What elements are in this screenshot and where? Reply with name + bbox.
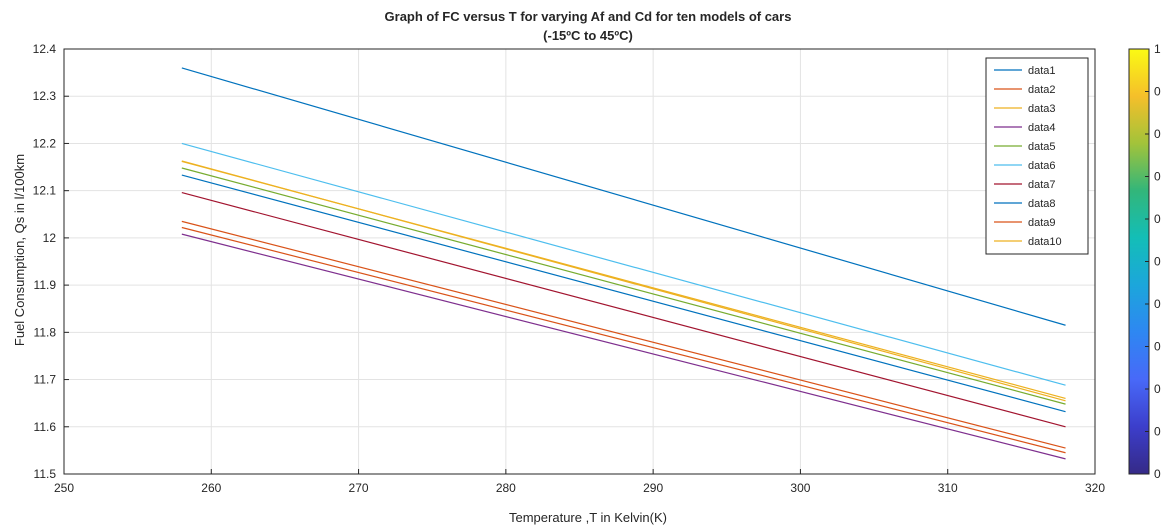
- x-tick-label: 300: [790, 481, 810, 495]
- y-tick-label: 12.1: [33, 184, 57, 198]
- y-axis-ticks: 11.5 11.6 11.7 11.8 11.9 12 12.1 12.2 12.3 12.4: [33, 42, 69, 481]
- colorbar-tick-label: 0: [1154, 297, 1161, 311]
- colorbar: 1 0 0 0 0 0 0 0 0 0 0: [1128, 42, 1161, 481]
- x-tick-label: 310: [938, 481, 958, 495]
- legend-label-data10: data10: [1028, 236, 1062, 248]
- colorbar-tick-label: 0: [1154, 85, 1161, 99]
- plot-area: [64, 49, 1095, 474]
- colorbar-tick-label: 1: [1154, 42, 1161, 56]
- colorbar-tick-label: 0: [1154, 127, 1161, 141]
- legend-label-data6: data6: [1028, 160, 1056, 172]
- legend-label-data8: data8: [1028, 198, 1056, 210]
- legend-label-data3: data3: [1028, 103, 1056, 115]
- colorbar-tick-label: 0: [1154, 340, 1161, 354]
- x-axis-label: Temperature ,T in Kelvin(K): [509, 510, 667, 525]
- y-tick-label: 12: [43, 231, 57, 245]
- colorbar-tick-label: 0: [1154, 170, 1161, 184]
- x-tick-label: 320: [1085, 481, 1105, 495]
- y-tick-label: 11.8: [34, 325, 57, 339]
- series-line-data6: [181, 142, 1066, 386]
- x-tick-label: 290: [643, 481, 663, 495]
- colorbar-tick-label: 0: [1154, 382, 1161, 396]
- y-tick-label: 12.2: [33, 136, 57, 150]
- y-tick-label: 12.4: [33, 42, 57, 56]
- legend: data1 data2 data3 data4 data5 data6 data7 data8…: [985, 57, 1089, 255]
- series-line-data7: [181, 191, 1066, 428]
- chart-subtitle: (-15ºC to 45ºC): [543, 28, 633, 43]
- legend-label-data5: data5: [1028, 141, 1056, 153]
- legend-box: [985, 57, 1089, 255]
- legend-label-data9: data9: [1028, 217, 1056, 229]
- y-axis-label: Fuel Consumption, Qs in l/100km: [12, 154, 27, 346]
- series-line-data8: [181, 174, 1066, 413]
- series-line-data1: [181, 67, 1066, 326]
- legend-label-data2: data2: [1028, 84, 1056, 96]
- y-tick-label: 11.6: [34, 420, 57, 434]
- legend-label-data7: data7: [1028, 179, 1056, 191]
- series-lines: [181, 67, 1066, 460]
- colorbar-tick-label: 0: [1154, 212, 1161, 226]
- x-tick-label: 270: [349, 481, 369, 495]
- x-axis-ticks: 250 260 270 280 290 300 310 320: [54, 469, 1105, 495]
- y-tick-label: 11.9: [34, 278, 57, 292]
- series-line-data2: [181, 220, 1066, 449]
- x-tick-label: 250: [54, 481, 74, 495]
- series-line-data4: [181, 233, 1066, 460]
- colorbar-tick-label: 0: [1154, 425, 1161, 439]
- x-tick-label: 260: [201, 481, 221, 495]
- chart-title: Graph of FC versus T for varying Af and …: [385, 9, 792, 24]
- series-line-data5: [181, 167, 1066, 405]
- colorbar-tick-label: 0: [1154, 255, 1161, 269]
- legend-label-data1: data1: [1028, 65, 1056, 77]
- series-line-data10: [181, 160, 1066, 402]
- legend-label-data4: data4: [1028, 122, 1056, 134]
- y-tick-label: 11.7: [34, 373, 57, 387]
- y-tick-label: 11.5: [34, 467, 57, 481]
- x-tick-label: 280: [496, 481, 516, 495]
- plot-frame: [63, 48, 1096, 475]
- colorbar-tick-label: 0: [1154, 467, 1161, 481]
- series-line-data9: [181, 226, 1066, 454]
- y-tick-label: 12.3: [33, 89, 57, 103]
